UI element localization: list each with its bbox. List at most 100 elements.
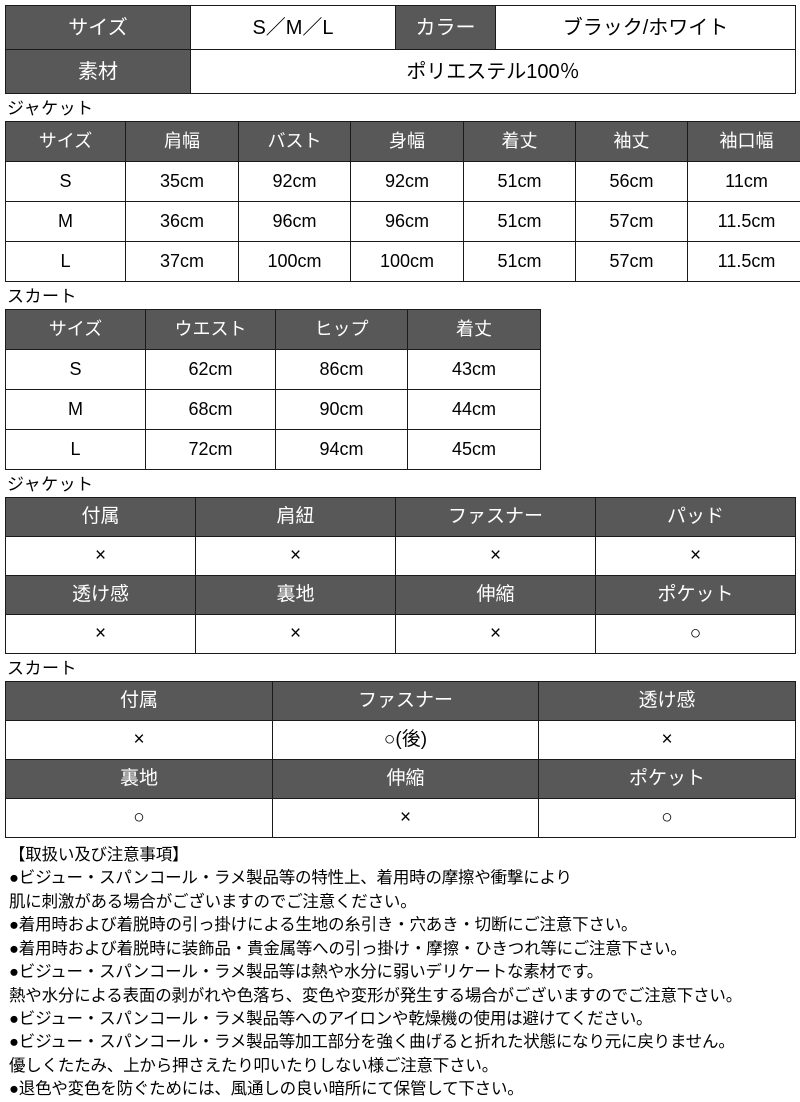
value-stretch: × xyxy=(396,615,596,654)
cell-shoulder: 37cm xyxy=(126,242,239,282)
jacket-size-table: サイズ 肩幅 バスト 身幅 着丈 袖丈 袖口幅 S 35cm 92cm 92cm… xyxy=(5,121,800,282)
cell-waist: 68cm xyxy=(146,390,276,430)
col-header-lining: 裏地 xyxy=(196,576,396,615)
cell-length: 44cm xyxy=(408,390,541,430)
notes-line: ●ビジュー・スパンコール・ラメ製品等の特性上、着用時の摩擦や衝撃により xyxy=(9,867,795,890)
table-row: × ○(後) × xyxy=(6,721,796,760)
table-header-row: サイズ 肩幅 バスト 身幅 着丈 袖丈 袖口幅 xyxy=(6,122,800,162)
value-stretch: × xyxy=(273,799,539,838)
cell-bust: 100cm xyxy=(239,242,351,282)
cell-body-width: 100cm xyxy=(351,242,464,282)
col-header-shoulder: 肩幅 xyxy=(126,122,239,162)
care-notes: 【取扱い及び注意事項】 ●ビジュー・スパンコール・ラメ製品等の特性上、着用時の摩… xyxy=(5,838,795,1102)
cell-length: 51cm xyxy=(464,202,576,242)
table-header-row: 裏地 伸縮 ポケット xyxy=(6,760,796,799)
cell-cuff-width: 11.5cm xyxy=(688,202,800,242)
cell-waist: 62cm xyxy=(146,350,276,390)
value-lining: ○ xyxy=(6,799,273,838)
cell-body-width: 92cm xyxy=(351,162,464,202)
col-header-lining: 裏地 xyxy=(6,760,273,799)
notes-line: 熱や水分による表面の剥がれや色落ち、変色や変形が発生する場合がございますのでご注… xyxy=(9,985,795,1008)
col-header-shoulder-strap: 肩紐 xyxy=(196,498,396,537)
info-label-material: 素材 xyxy=(6,50,191,94)
cell-size: L xyxy=(6,242,126,282)
notes-title: 【取扱い及び注意事項】 xyxy=(9,844,795,867)
cell-cuff-width: 11cm xyxy=(688,162,800,202)
value-pad: × xyxy=(596,537,796,576)
value-fastener: ○(後) xyxy=(273,721,539,760)
cell-bust: 92cm xyxy=(239,162,351,202)
skirt-size-table: サイズ ウエスト ヒップ 着丈 S 62cm 86cm 43cm M 68cm … xyxy=(5,309,541,470)
col-header-size: サイズ xyxy=(6,122,126,162)
table-row: L 72cm 94cm 45cm xyxy=(6,430,541,470)
col-header-pocket: ポケット xyxy=(539,760,796,799)
table-row: M 68cm 90cm 44cm xyxy=(6,390,541,430)
notes-line: ●着用時および着脱時に装飾品・貴金属等への引っ掛け・摩擦・ひきつれ等にご注意下さ… xyxy=(9,938,795,961)
table-header-row: 透け感 裏地 伸縮 ポケット xyxy=(6,576,796,615)
table-header-row: サイズ ウエスト ヒップ 着丈 xyxy=(6,310,541,350)
cell-length: 51cm xyxy=(464,162,576,202)
info-value-material: ポリエステル100％ xyxy=(191,50,796,94)
skirt-features-table: 付属 ファスナー 透け感 × ○(後) × 裏地 伸縮 ポケット ○ × ○ xyxy=(5,681,796,838)
cell-hip: 90cm xyxy=(276,390,408,430)
value-shoulder-strap: × xyxy=(196,537,396,576)
cell-bust: 96cm xyxy=(239,202,351,242)
col-header-hip: ヒップ xyxy=(276,310,408,350)
col-header-stretch: 伸縮 xyxy=(273,760,539,799)
cell-waist: 72cm xyxy=(146,430,276,470)
col-header-length: 着丈 xyxy=(408,310,541,350)
cell-length: 45cm xyxy=(408,430,541,470)
notes-line: ●ビジュー・スパンコール・ラメ製品等は熱や水分に弱いデリケートな素材です。 xyxy=(9,961,795,984)
col-header-sleeve-length: 袖丈 xyxy=(576,122,688,162)
info-label-size: サイズ xyxy=(6,6,191,50)
col-header-stretch: 伸縮 xyxy=(396,576,596,615)
cell-shoulder: 35cm xyxy=(126,162,239,202)
table-row: M 36cm 96cm 96cm 51cm 57cm 11.5cm xyxy=(6,202,800,242)
spec-sheet-page: サイズ S／M／L カラー ブラック/ホワイト 素材 ポリエステル100％ ジャ… xyxy=(0,0,800,1067)
cell-length: 43cm xyxy=(408,350,541,390)
product-info-table: サイズ S／M／L カラー ブラック/ホワイト 素材 ポリエステル100％ xyxy=(5,5,796,94)
col-header-cuff-width: 袖口幅 xyxy=(688,122,800,162)
cell-length: 51cm xyxy=(464,242,576,282)
value-accessory: × xyxy=(6,537,196,576)
table-row: サイズ S／M／L カラー ブラック/ホワイト xyxy=(6,6,796,50)
table-header-row: 付属 肩紐 ファスナー パッド xyxy=(6,498,796,537)
col-header-pad: パッド xyxy=(596,498,796,537)
section-label-jacket-size: ジャケット xyxy=(5,94,795,121)
notes-line: ●退色や変色を防ぐためには、風通しの良い暗所にて保管して下さい。 xyxy=(9,1078,795,1101)
table-row: S 62cm 86cm 43cm xyxy=(6,350,541,390)
info-label-color: カラー xyxy=(396,6,496,50)
cell-size: M xyxy=(6,202,126,242)
cell-hip: 94cm xyxy=(276,430,408,470)
notes-line: 肌に刺激がある場合がございますのでご注意ください。 xyxy=(9,891,795,914)
cell-size: L xyxy=(6,430,146,470)
info-value-size: S／M／L xyxy=(191,6,396,50)
cell-size: S xyxy=(6,350,146,390)
cell-hip: 86cm xyxy=(276,350,408,390)
col-header-waist: ウエスト xyxy=(146,310,276,350)
section-label-skirt-size: スカート xyxy=(5,282,795,309)
cell-size: S xyxy=(6,162,126,202)
notes-line: ●着用時および着脱時の引っ掛けによる生地の糸引き・穴あき・切断にご注意下さい。 xyxy=(9,914,795,937)
table-row: L 37cm 100cm 100cm 51cm 57cm 11.5cm xyxy=(6,242,800,282)
section-label-skirt-features: スカート xyxy=(5,654,795,681)
table-row: × × × ○ xyxy=(6,615,796,654)
cell-sleeve-length: 56cm xyxy=(576,162,688,202)
section-label-jacket-features: ジャケット xyxy=(5,470,795,497)
notes-line: ●ビジュー・スパンコール・ラメ製品等へのアイロンや乾燥機の使用は避けてください。 xyxy=(9,1008,795,1031)
col-header-sheerness: 透け感 xyxy=(539,682,796,721)
col-header-accessory: 付属 xyxy=(6,682,273,721)
col-header-pocket: ポケット xyxy=(596,576,796,615)
value-lining: × xyxy=(196,615,396,654)
table-row: S 35cm 92cm 92cm 51cm 56cm 11cm xyxy=(6,162,800,202)
jacket-features-table: 付属 肩紐 ファスナー パッド × × × × 透け感 裏地 伸縮 ポケット ×… xyxy=(5,497,796,654)
cell-body-width: 96cm xyxy=(351,202,464,242)
value-sheerness: × xyxy=(539,721,796,760)
col-header-fastener: ファスナー xyxy=(273,682,539,721)
cell-sleeve-length: 57cm xyxy=(576,242,688,282)
cell-cuff-width: 11.5cm xyxy=(688,242,800,282)
col-header-fastener: ファスナー xyxy=(396,498,596,537)
table-row: 素材 ポリエステル100％ xyxy=(6,50,796,94)
col-header-sheerness: 透け感 xyxy=(6,576,196,615)
cell-shoulder: 36cm xyxy=(126,202,239,242)
